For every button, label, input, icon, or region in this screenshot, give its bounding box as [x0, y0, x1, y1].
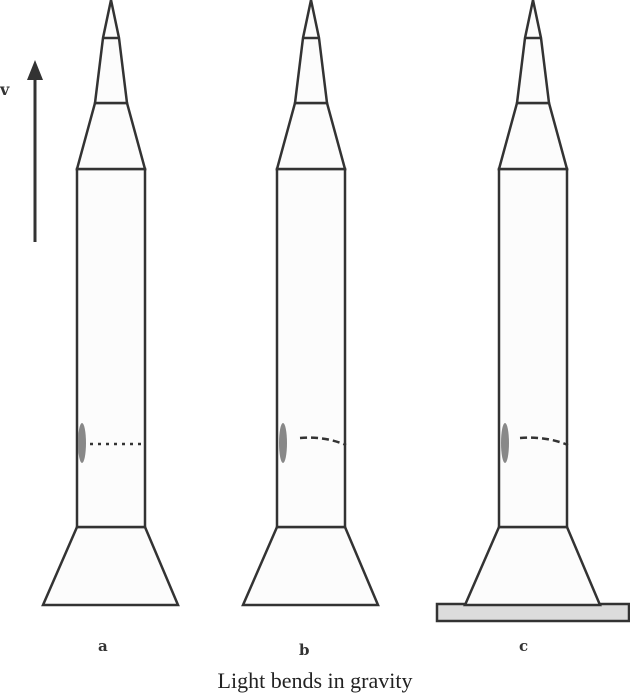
- light-source: [501, 423, 509, 463]
- rocket-b-tip: [293, 0, 329, 105]
- velocity-label: v: [0, 80, 10, 99]
- panel-label-a: a: [98, 637, 108, 655]
- light-path: [519, 436, 569, 447]
- light-source: [78, 423, 86, 463]
- rocket-c-tip: [515, 0, 551, 105]
- rocket-b-nozzle: [241, 525, 380, 607]
- rocket-c: [435, 0, 630, 623]
- rocket-a: [41, 0, 180, 607]
- velocity-arrow: [27, 60, 43, 242]
- rocket-a-cone: [75, 101, 147, 171]
- rocket-a-tip: [93, 0, 129, 105]
- light-path: [299, 436, 347, 447]
- ground-platform: [435, 602, 630, 623]
- rocket-a-nozzle: [41, 525, 180, 607]
- rocket-c-nozzle: [463, 525, 602, 607]
- rocket-b: [241, 0, 380, 607]
- light-source: [279, 423, 287, 463]
- rocket-c-cone: [497, 101, 569, 171]
- rocket-b-cone: [275, 101, 347, 171]
- rocket-b-body: [275, 167, 347, 529]
- figure-caption: Light bends in gravity: [217, 668, 413, 693]
- panel-label-c: c: [519, 637, 529, 655]
- rocket-a-body: [75, 167, 147, 529]
- rocket-c-body: [497, 167, 569, 529]
- panel-label-b: b: [299, 641, 310, 659]
